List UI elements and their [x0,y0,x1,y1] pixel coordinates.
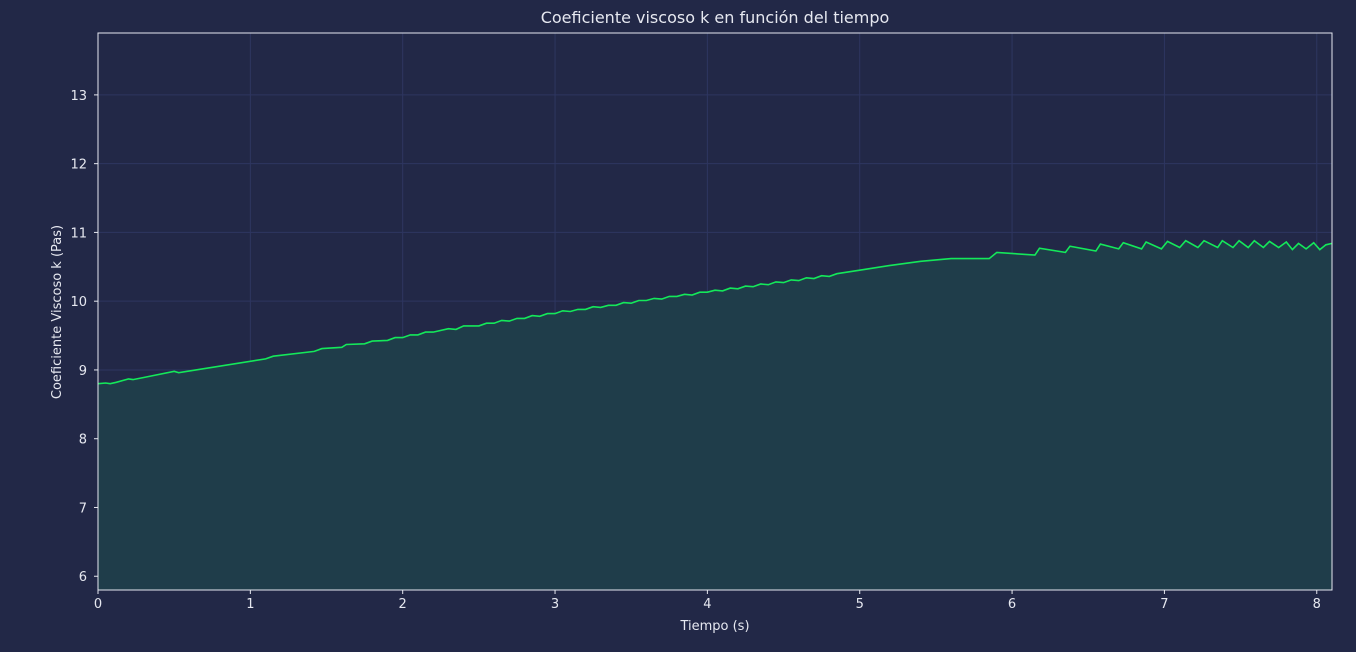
y-tick-label: 7 [79,501,87,516]
x-tick-label: 5 [856,597,864,612]
x-tick-label: 6 [1008,597,1016,612]
x-tick-label: 3 [551,597,559,612]
plot-frame [97,32,1333,591]
x-tick-label: 7 [1160,597,1168,612]
area-fill [98,240,1332,590]
y-tick-label: 12 [70,158,87,173]
y-tick-label: 9 [79,364,87,379]
x-axis: 0 1 2 3 4 5 6 7 8 [94,590,1321,612]
x-tick-label: 1 [246,597,254,612]
x-tick-label: 0 [94,597,102,612]
y-tick-label: 11 [70,226,87,241]
x-tick-label: 2 [399,597,407,612]
y-tick-label: 6 [79,570,87,585]
y-tick-label: 10 [70,295,87,310]
x-tick-label: 4 [703,597,711,612]
y-axis: 6 7 8 9 10 11 12 13 [70,89,98,585]
x-tick-label: 8 [1313,597,1321,612]
chart-title: Coeficiente viscoso k en función del tie… [541,8,890,27]
y-tick-label: 13 [70,89,87,104]
series-line [97,239,1333,385]
y-tick-label: 8 [79,433,87,448]
x-axis-label: Tiempo (s) [679,619,749,634]
y-axis-label: Coeficiente Viscoso k (Pas) [50,225,65,399]
